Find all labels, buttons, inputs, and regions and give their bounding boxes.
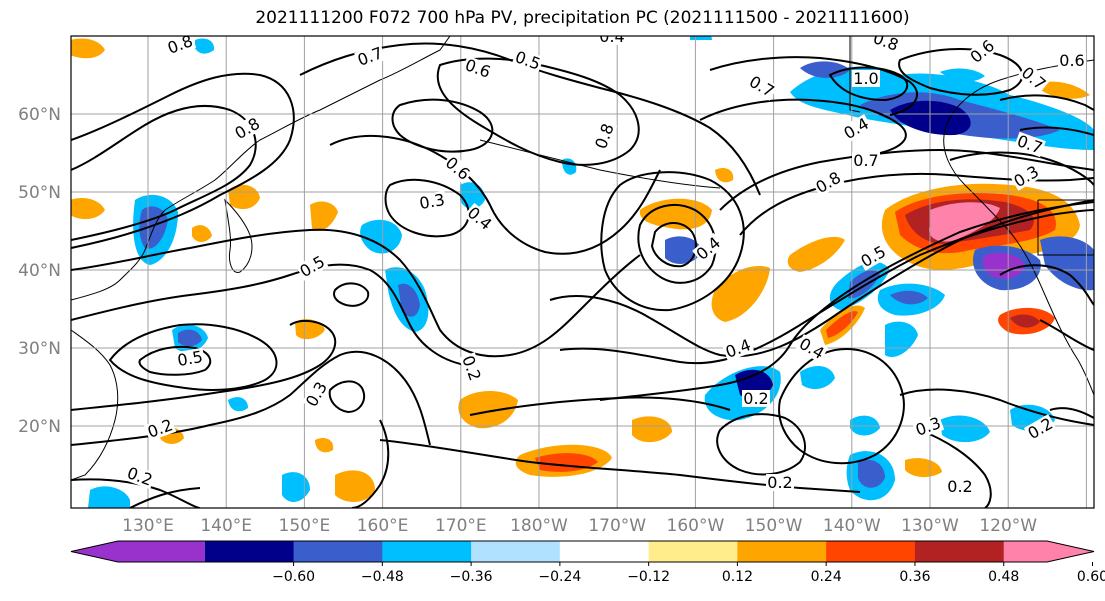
colorbar-tick-label: −0.48 [361,569,404,585]
colorbar-tick-label: 0.24 [811,569,842,585]
colorbar-segment [737,541,827,562]
coastlines [71,36,1094,481]
colorbar-tick-label: −0.12 [627,569,670,585]
contour-label: 0.6 [1059,51,1084,70]
contour-label: 0.2 [767,473,792,492]
precip-shading [71,36,1094,508]
longitude-label: 160°W [667,516,725,536]
contour-label: 0.7 [853,151,878,170]
latitude-label: 20°N [18,417,61,437]
latitude-label: 40°N [18,261,61,281]
triangle-left-icon [71,541,205,562]
latitude-label: 30°N [18,339,61,359]
colorbar-tick-label: 0.12 [722,569,753,585]
colorbar-tick-label: 0.48 [988,569,1019,585]
colorbar-tick-label: 0.36 [899,569,930,585]
colorbar-segment [204,541,295,562]
map-title: 2021111200 F072 700 hPa PV, precipitatio… [255,8,910,28]
colorbar-tick-label: 0.60 [1077,569,1105,585]
colorbar-segment [826,541,916,562]
longitude-label: 170°E [435,516,487,536]
longitude-label: 150°W [745,516,803,536]
longitude-label: 160°E [357,516,409,536]
longitude-labels: 130°E 140°E 150°E 160°E 170°E 180°W 170°W 160°W… [122,516,1037,536]
colorbar-segment [471,541,561,562]
longitude-label: 150°E [279,516,331,536]
contour-label: 0.5 [176,347,204,370]
triangle-right-icon [1003,541,1094,562]
longitude-label: 180°W [510,516,568,536]
colorbar-tick-label: −0.60 [272,569,315,585]
longitude-label: 140°W [823,516,881,536]
contour-label: 0.2 [743,389,768,408]
longitude-label: 170°W [588,516,646,536]
colorbar-segment [914,541,1005,562]
map-frame [70,35,1095,509]
longitude-label: 130°E [122,516,174,536]
contour-label: 0.3 [418,190,446,213]
colorbar-segment [559,541,650,562]
colorbar-segment [648,541,738,562]
longitude-label: 130°W [901,516,959,536]
colorbar-tick-label: −0.24 [538,569,581,585]
latitude-label: 50°N [18,183,61,203]
latitude-label: 60°N [18,105,61,125]
colorbar-segment [293,541,383,562]
contour-label: 1.0 [853,69,878,88]
longitude-label: 120°W [979,516,1037,536]
longitude-label: 140°E [200,516,252,536]
contour-label: 0.2 [947,477,972,496]
latitude-labels: 60°N 50°N 40°N 30°N 20°N [18,105,61,437]
colorbar-tick-label: −0.36 [450,569,493,585]
colorbar: −0.60 −0.48 −0.36 −0.24 −0.12 0.12 0.24 0.36 0.4… [70,540,1105,585]
colorbar-segment [382,541,472,562]
contour-label: 0.4 [599,27,624,46]
